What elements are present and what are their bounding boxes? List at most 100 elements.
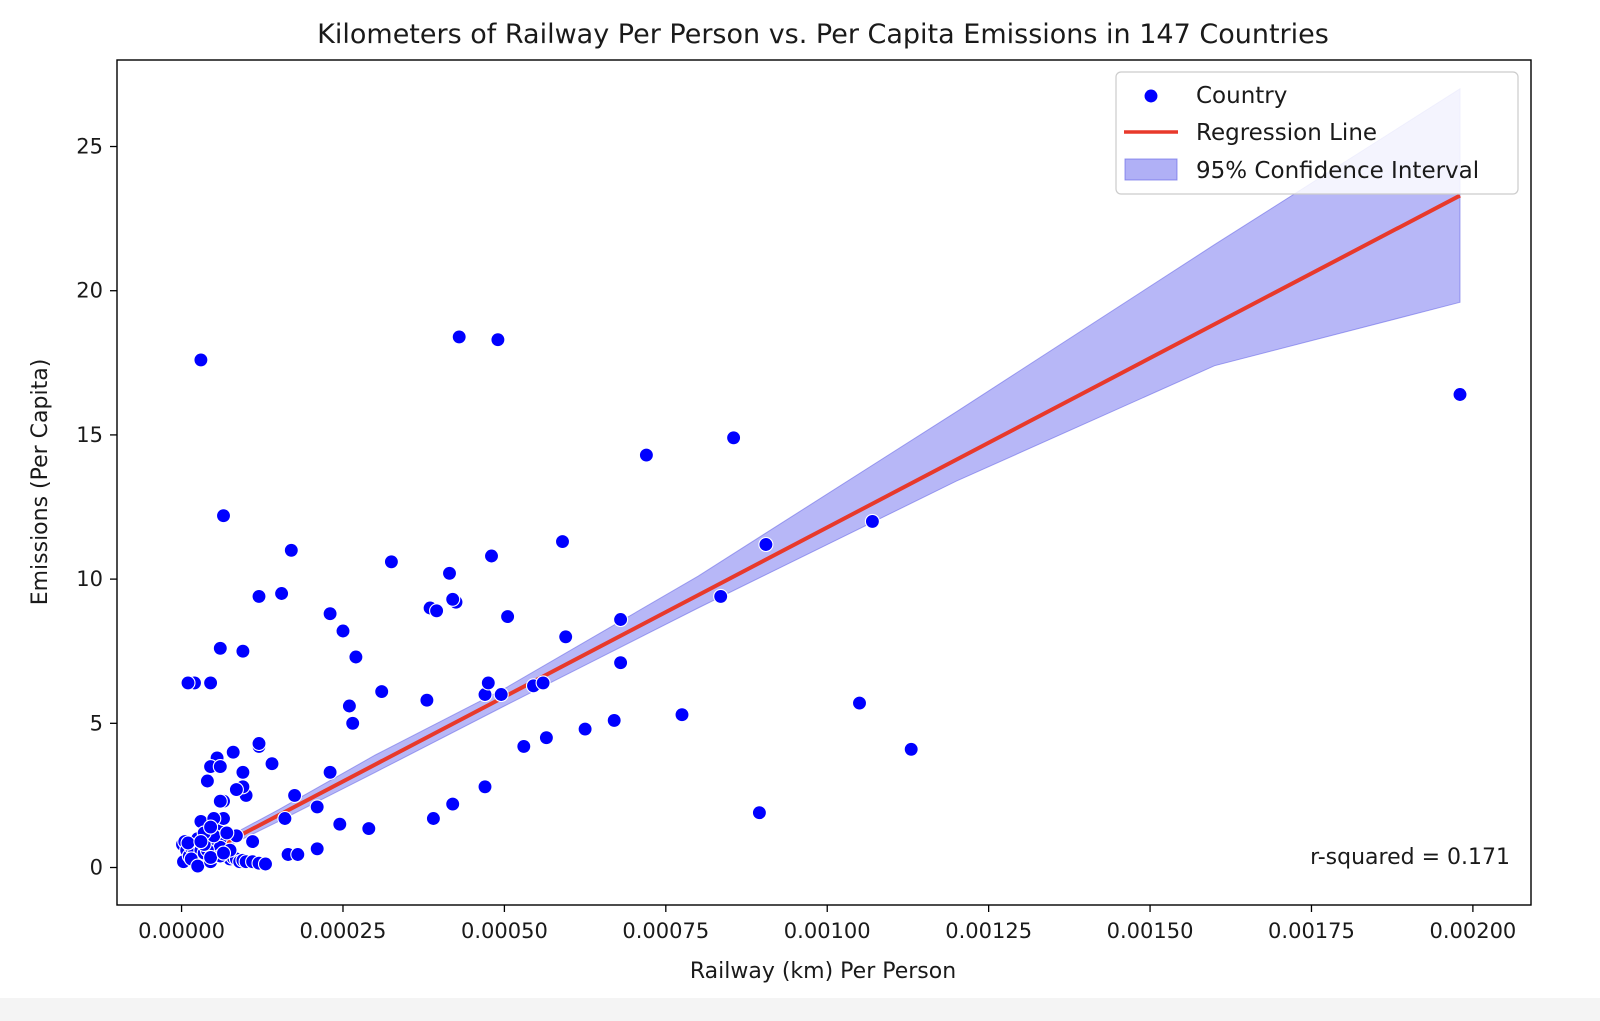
data-point bbox=[477, 779, 493, 795]
data-point bbox=[726, 430, 742, 446]
data-point bbox=[322, 764, 338, 780]
x-tick-label: 0.00150 bbox=[1107, 919, 1194, 943]
plot-frame bbox=[116, 59, 1532, 906]
data-point bbox=[345, 715, 361, 731]
data-point bbox=[613, 655, 629, 671]
regression-layer bbox=[180, 193, 1461, 868]
data-point bbox=[287, 787, 303, 803]
data-point bbox=[257, 856, 274, 872]
y-tick-label: 5 bbox=[90, 711, 103, 735]
data-point bbox=[483, 548, 500, 564]
data-point bbox=[348, 649, 364, 665]
data-point bbox=[758, 536, 774, 553]
data-point bbox=[429, 603, 445, 619]
data-point bbox=[212, 640, 228, 656]
data-point bbox=[613, 611, 629, 628]
data-point bbox=[500, 609, 516, 625]
data-point bbox=[903, 741, 919, 757]
data-point bbox=[577, 721, 593, 737]
data-point bbox=[212, 759, 228, 775]
x-tick-label: 0.00025 bbox=[300, 919, 387, 943]
data-point bbox=[180, 675, 196, 691]
x-tick-label: 0.00125 bbox=[945, 919, 1032, 943]
data-point bbox=[235, 764, 251, 780]
data-point bbox=[383, 554, 399, 570]
legend-box bbox=[1115, 71, 1519, 195]
chart-title: Kilometers of Railway Per Person vs. Per… bbox=[317, 19, 1329, 50]
confidence-band-layer bbox=[181, 87, 1461, 870]
legend-patch-confidence bbox=[1124, 158, 1178, 181]
y-tick-label: 25 bbox=[76, 135, 103, 159]
data-point bbox=[215, 845, 232, 861]
y-axis-label: Emissions (Per Capita) bbox=[28, 359, 53, 606]
y-tick-label: 20 bbox=[76, 279, 103, 303]
data-point bbox=[674, 707, 690, 723]
data-point bbox=[215, 508, 232, 524]
data-point bbox=[516, 738, 532, 754]
legend: Country Regression Line 95% Confidence I… bbox=[1115, 71, 1519, 195]
data-point bbox=[322, 606, 338, 622]
data-point bbox=[193, 352, 209, 368]
data-point bbox=[290, 846, 306, 863]
data-point bbox=[606, 712, 622, 728]
data-point bbox=[309, 799, 325, 815]
data-point bbox=[713, 588, 729, 604]
data-point bbox=[445, 591, 461, 607]
data-point bbox=[451, 329, 467, 345]
data-point bbox=[228, 782, 244, 798]
data-point bbox=[190, 858, 206, 874]
x-axis: 0.00000 0.00025 0.00050 0.00075 0.00100 0.001… bbox=[138, 905, 1516, 943]
legend-label-confidence: 95% Confidence Interval bbox=[1196, 158, 1479, 184]
data-point bbox=[251, 735, 267, 752]
r-squared-annotation: r-squared = 0.171 bbox=[1310, 845, 1510, 870]
data-point bbox=[374, 684, 390, 700]
legend-label-country: Country bbox=[1196, 83, 1287, 109]
data-point bbox=[441, 565, 458, 581]
x-tick-label: 0.00100 bbox=[784, 919, 871, 943]
data-point bbox=[535, 675, 551, 691]
data-point bbox=[203, 819, 219, 835]
data-point bbox=[274, 585, 290, 602]
data-point bbox=[264, 756, 280, 772]
y-tick-label: 15 bbox=[76, 423, 103, 447]
scatter-points bbox=[174, 329, 1468, 874]
y-axis: 0 5 10 15 20 25 bbox=[76, 135, 117, 880]
x-axis-label: Railway (km) Per Person bbox=[690, 959, 956, 984]
data-point bbox=[193, 834, 209, 850]
data-point bbox=[245, 834, 261, 850]
data-point bbox=[538, 730, 554, 746]
legend-marker-country bbox=[1143, 88, 1159, 104]
y-tick-label: 0 bbox=[90, 856, 103, 880]
data-point bbox=[480, 675, 496, 691]
data-point bbox=[199, 773, 215, 789]
data-point bbox=[203, 849, 219, 865]
data-point bbox=[558, 629, 574, 645]
confidence-band bbox=[181, 87, 1461, 870]
data-point bbox=[751, 805, 767, 821]
data-point bbox=[638, 447, 654, 463]
data-point bbox=[251, 588, 267, 604]
legend-label-regression: Regression Line bbox=[1196, 120, 1377, 146]
data-point bbox=[180, 835, 196, 851]
data-point bbox=[419, 692, 435, 708]
data-point bbox=[445, 796, 461, 812]
data-point bbox=[1452, 386, 1468, 403]
data-point bbox=[490, 332, 506, 348]
data-point bbox=[341, 698, 357, 714]
data-point bbox=[309, 841, 325, 857]
data-point bbox=[212, 793, 228, 809]
x-tick-label: 0.00050 bbox=[461, 919, 548, 943]
data-point bbox=[332, 816, 348, 832]
data-point bbox=[277, 810, 293, 827]
bottom-strip bbox=[0, 998, 1600, 1021]
x-tick-label: 0.00200 bbox=[1429, 919, 1516, 943]
data-point bbox=[203, 675, 219, 691]
data-point bbox=[554, 534, 571, 550]
x-tick-label: 0.00000 bbox=[138, 919, 225, 943]
data-point bbox=[361, 821, 377, 837]
data-point bbox=[851, 695, 868, 711]
data-point bbox=[493, 686, 509, 703]
data-point bbox=[225, 744, 241, 760]
